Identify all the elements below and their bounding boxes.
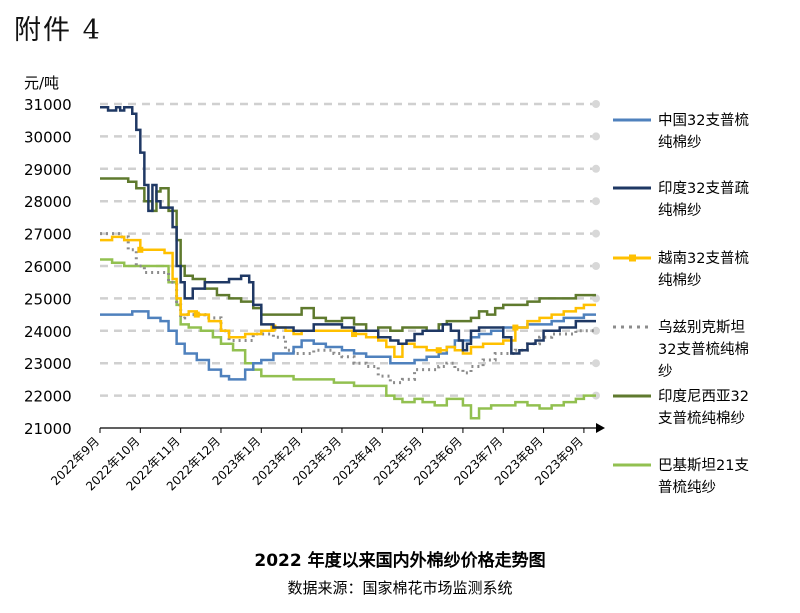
x-axis-arrow [596,423,605,433]
y-tick-label: 21000 [24,420,72,438]
y-axis-ticks: 21000 22000 23000 24000 25000 26000 27000 28000… [24,96,72,438]
legend-swatch-marker [629,254,636,262]
series-line-4 [100,177,596,333]
legend-label-1: 印度32支普疏 [658,180,749,197]
attachment-label: 附件 4 [14,15,102,46]
y-tick-label: 22000 [24,388,72,406]
y-tick-label: 24000 [24,323,72,341]
legend-label-2: 纯棉纱 [658,272,702,289]
series-marker [512,324,519,331]
y-tick-label: 28000 [24,193,72,211]
series-lines [100,105,596,420]
legend-label-5: 巴基斯坦21支 [658,457,749,474]
y-tick-label: 23000 [24,355,72,373]
gridline-end-dot [592,326,600,335]
gridline-end-dot [592,359,600,368]
series-marker [351,331,358,338]
y-tick-label: 27000 [24,226,72,244]
y-tick-label: 25000 [24,290,72,308]
chart-caption-source: 数据来源：国家棉花市场监测系统 [287,579,513,597]
y-tick-label: 30000 [24,128,72,146]
legend-label-4: 支普梳纯棉纱 [658,410,745,427]
gridline-end-dot [592,197,600,206]
legend-label-0: 纯棉纱 [658,134,702,151]
gridline-end-dot [592,100,600,108]
gridlines [100,100,600,400]
y-tick-label: 31000 [24,96,72,114]
series-marker [435,347,442,354]
gridline-end-dot [592,262,600,270]
series-line-2 [100,235,596,358]
legend-label-1: 纯棉纱 [658,202,702,219]
series-marker [137,246,144,253]
legend-label-3: 乌兹别克斯坦 [658,319,745,336]
legend: 中国32支普梳纯棉纱印度32支普疏纯棉纱越南32支普梳纯棉纱乌兹别克斯坦32支普… [613,112,749,496]
y-tick-label: 29000 [24,161,72,179]
series-marker [193,311,200,318]
series-line-0 [100,310,596,381]
gridline-end-dot [592,229,600,238]
legend-label-0: 中国32支普梳 [658,112,749,129]
x-axis: 2022年9月2022年10月2022年11月2022年12月2023年1月20… [48,423,605,493]
legend-label-2: 越南32支普梳 [658,250,749,267]
chart-caption-title: 2022 年度以来国内外棉纱价格走势图 [254,551,546,571]
series-line-3 [100,232,596,385]
gridline-end-dot [592,164,600,173]
price-line-chart: 元/吨 210002200023000240002500026000270002… [24,74,749,496]
legend-label-4: 印度尼西亚32 [658,388,749,405]
y-axis-label: 元/吨 [24,74,59,92]
legend-label-5: 普梳纯纱 [658,479,716,496]
legend-label-3: 32支普梳纯棉 [658,341,749,358]
legend-label-3: 纱 [658,364,673,380]
gridline-end-dot [592,132,600,141]
y-tick-label: 26000 [24,258,72,276]
series-line-1 [100,105,596,355]
